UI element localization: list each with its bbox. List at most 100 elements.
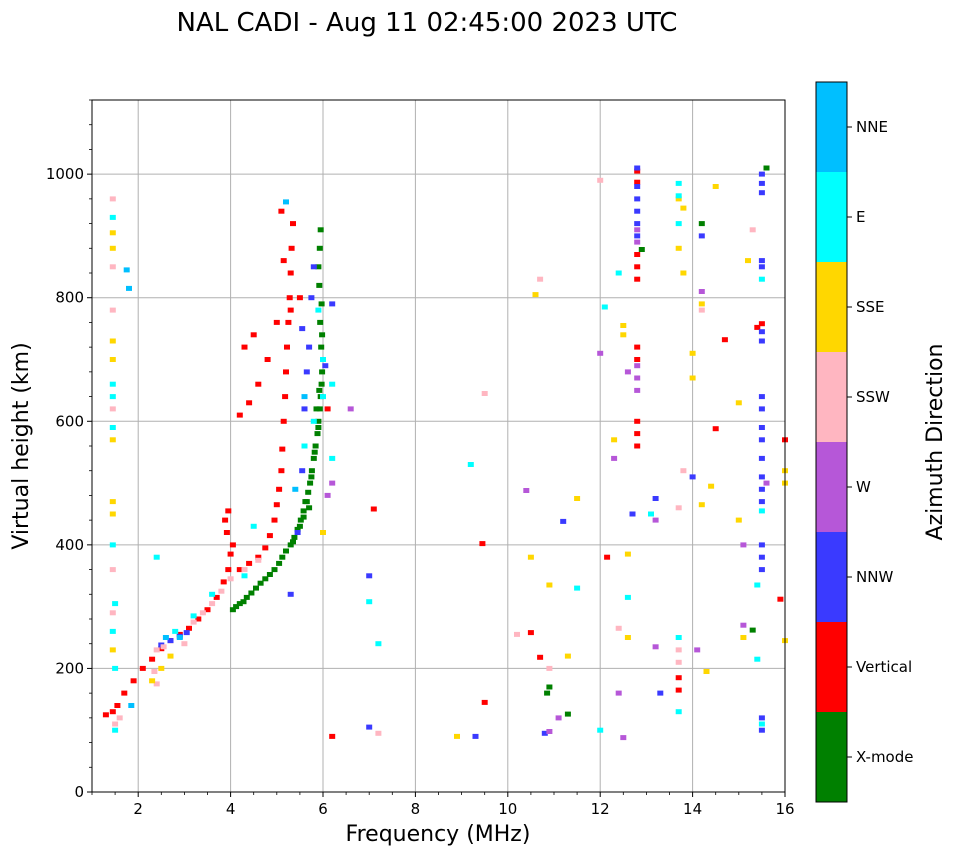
echo-mark-sse <box>527 554 534 560</box>
echo-mark-w <box>523 488 530 493</box>
echo-mark-x-mode <box>315 425 322 430</box>
echo-mark-vertical <box>481 699 488 705</box>
echo-mark-nnw <box>308 295 315 301</box>
chart-title: NAL CADI - Aug 11 02:45:00 2023 UTC <box>177 8 678 38</box>
echo-mark-nnw <box>758 437 765 443</box>
echo-mark-nnw <box>758 258 765 264</box>
echo-mark-vertical <box>754 324 761 330</box>
echo-mark-nnw <box>758 715 765 721</box>
echo-mark-ssw <box>218 588 225 594</box>
echo-mark-w <box>620 735 627 741</box>
echo-mark-nnw <box>299 326 306 332</box>
echo-mark-e <box>758 508 765 514</box>
azimuth-colorbar: X-mode Vertical NNW W SSW SSE E NNE <box>815 81 913 803</box>
echo-mark-e <box>109 214 116 220</box>
y-tick-label: 600 <box>55 412 84 430</box>
echo-mark-x-mode <box>317 227 324 233</box>
echo-mark-sse <box>167 653 174 659</box>
colorbar-label-nne: NNE <box>856 118 888 136</box>
echo-mark-nne <box>128 703 135 708</box>
echo-mark-ssw <box>481 391 488 396</box>
y-tick-label: 800 <box>55 289 84 307</box>
echo-mark-nnw <box>758 542 765 548</box>
echo-mark-e <box>675 635 682 640</box>
echo-mark-nnw <box>299 468 306 474</box>
echo-mark-nne <box>301 394 308 400</box>
x-tick-label: 14 <box>683 800 702 818</box>
echo-mark-x-mode <box>248 590 255 596</box>
echo-mark-x-mode <box>290 539 296 545</box>
echo-mark-ssw <box>153 647 160 653</box>
echo-mark-e <box>366 599 373 605</box>
echo-mark-vertical <box>634 179 641 185</box>
echo-mark-vertical <box>225 508 232 514</box>
colorbar-label-x-mode: X-mode <box>856 748 913 766</box>
data-marks <box>102 165 788 741</box>
y-axis-label: Virtual height (km) <box>9 342 34 549</box>
echo-mark-e <box>320 394 326 400</box>
echo-mark-w <box>698 289 705 294</box>
echo-mark-nnw <box>758 499 765 505</box>
echo-mark-w <box>652 644 659 650</box>
echo-mark-ssw <box>160 644 167 650</box>
echo-mark-vertical <box>114 703 121 708</box>
echo-mark-nnw <box>306 344 313 350</box>
echo-mark-x-mode <box>253 585 259 591</box>
echo-mark-vertical <box>229 542 236 548</box>
echo-mark-w <box>634 239 641 245</box>
echo-mark-vertical <box>777 596 784 602</box>
echo-mark-ssw <box>109 406 116 412</box>
echo-mark-e <box>329 381 336 387</box>
echo-mark-e <box>758 721 765 727</box>
echo-mark-x-mode <box>763 165 770 171</box>
echo-mark-sse <box>109 647 116 653</box>
echo-mark-vertical <box>324 406 331 412</box>
echo-mark-e <box>601 304 608 310</box>
echo-mark-ssw <box>615 625 622 631</box>
y-tick-label: 0 <box>74 783 84 801</box>
echo-mark-w <box>597 350 604 356</box>
echo-mark-e <box>209 591 216 597</box>
x-tick-label: 10 <box>498 800 517 818</box>
echo-mark-nne <box>126 285 132 291</box>
echo-mark-vertical <box>280 258 287 264</box>
echo-mark-vertical <box>223 530 230 535</box>
echo-mark-nnw <box>657 690 664 696</box>
echo-mark-ssw <box>675 647 682 653</box>
echo-mark-nnw <box>634 196 641 202</box>
echo-mark-x-mode <box>315 264 322 270</box>
echo-mark-nnw <box>634 221 641 227</box>
echo-mark-x-mode <box>233 604 240 610</box>
echo-mark-x-mode <box>319 332 326 338</box>
echo-mark-ssw <box>116 715 123 721</box>
echo-mark-ssw <box>109 307 116 313</box>
echo-mark-x-mode <box>236 601 243 607</box>
echo-mark-sse <box>109 357 116 362</box>
echo-mark-x-mode <box>312 443 319 449</box>
echo-mark-vertical <box>712 426 719 432</box>
echo-mark-sse <box>620 323 627 328</box>
echo-mark-vertical <box>675 675 682 681</box>
echo-mark-vertical <box>195 616 202 622</box>
echo-mark-ssw <box>255 557 262 563</box>
echo-mark-e <box>250 523 257 529</box>
echo-mark-x-mode <box>271 567 278 573</box>
echo-mark-sse <box>680 205 687 211</box>
echo-mark-sse <box>740 635 747 640</box>
echo-mark-vertical <box>246 400 253 406</box>
echo-mark-vertical <box>273 319 280 325</box>
echo-mark-ssw <box>181 641 188 647</box>
echo-mark-vertical <box>279 446 286 452</box>
echo-mark-vertical <box>102 712 109 718</box>
echo-mark-sse <box>735 400 742 406</box>
echo-mark-x-mode <box>311 449 318 455</box>
echo-mark-vertical <box>758 321 765 327</box>
echo-mark-e <box>675 221 682 227</box>
echo-mark-x-mode <box>243 594 250 600</box>
echo-mark-vertical <box>241 344 248 350</box>
echo-mark-w <box>763 480 770 486</box>
echo-mark-w <box>555 715 562 721</box>
echo-mark-nnw <box>303 369 310 375</box>
echo-mark-nnw <box>301 406 308 412</box>
colorbar-label-ssw: SSW <box>856 388 890 406</box>
